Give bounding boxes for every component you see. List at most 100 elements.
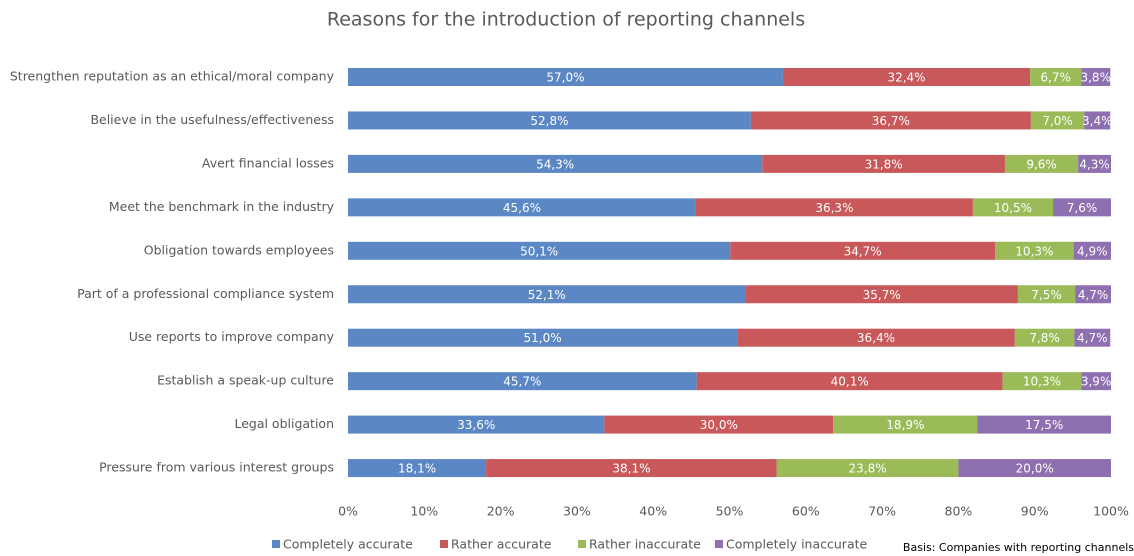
x-tick-label: 20% <box>487 504 515 519</box>
bar-segment <box>762 154 1005 173</box>
x-tick-label: 100% <box>1093 504 1129 519</box>
x-tick-label: 40% <box>639 504 667 519</box>
legend-label: Rather accurate <box>451 537 552 552</box>
data-label: 51,0% <box>524 331 562 345</box>
y-tick-label: Believe in the usefulness/effectiveness <box>90 112 334 127</box>
legend-label: Completely accurate <box>283 537 413 552</box>
chart-title: Reasons for the introduction of reportin… <box>327 9 805 31</box>
bar-segment <box>1073 241 1111 260</box>
y-tick-label: Avert financial losses <box>202 155 334 170</box>
data-label: 45,6% <box>503 201 541 215</box>
x-tick-label: 10% <box>410 504 438 519</box>
bar-segment <box>1081 68 1111 86</box>
data-label: 10,3% <box>1015 244 1053 258</box>
data-label: 3,4% <box>1082 114 1113 128</box>
y-tick-label: Part of a professional compliance system <box>77 286 334 301</box>
data-label: 57,0% <box>546 71 584 85</box>
data-label: 23,8% <box>849 462 887 476</box>
data-label: 10,5% <box>994 201 1032 215</box>
y-tick-label: Establish a speak-up culture <box>157 373 334 388</box>
bar-segment <box>348 415 605 434</box>
bar-segment <box>695 198 973 217</box>
legend-label: Rather inaccurate <box>589 537 701 552</box>
bar-segment <box>1004 154 1079 173</box>
data-label: 18,9% <box>886 418 924 432</box>
data-label: 33,6% <box>457 418 495 432</box>
bar-segment <box>1078 154 1111 173</box>
x-tick-label: 30% <box>563 504 591 519</box>
x-tick-label: 50% <box>716 504 744 519</box>
bar-segment <box>782 68 1031 86</box>
legend-swatch <box>440 540 448 548</box>
bar-segment <box>348 459 487 478</box>
bar-segment <box>348 328 738 347</box>
data-label: 40,1% <box>831 375 869 389</box>
data-label: 7,8% <box>1029 331 1060 345</box>
bar-segment <box>348 198 696 217</box>
y-tick-label: Obligation towards employees <box>144 242 334 257</box>
data-label: 18,1% <box>398 462 436 476</box>
y-tick-label: Use reports to improve company <box>129 329 335 344</box>
bar-segment <box>1084 111 1111 130</box>
data-label: 35,7% <box>863 288 901 302</box>
data-label: 20,0% <box>1016 462 1054 476</box>
data-label: 10,3% <box>1023 375 1061 389</box>
legend-label: Completely inaccurate <box>726 537 868 552</box>
x-tick-label: 80% <box>945 504 973 519</box>
x-tick-label: 90% <box>1021 504 1049 519</box>
bar-segment <box>1030 68 1082 86</box>
legend-swatch <box>715 540 723 548</box>
bar-segment <box>604 415 834 434</box>
bar-segment <box>348 154 763 173</box>
data-label: 38,1% <box>612 462 650 476</box>
bar-segment <box>995 241 1074 260</box>
data-label: 52,8% <box>530 114 568 128</box>
bar-segment <box>348 68 783 86</box>
data-label: 32,4% <box>887 71 925 85</box>
bar-segment <box>833 415 978 434</box>
x-tick-label: 70% <box>868 504 896 519</box>
bar-segment <box>730 241 996 260</box>
y-tick-label: Meet the benchmark in the industry <box>109 199 335 214</box>
data-label: 7,6% <box>1067 201 1098 215</box>
data-label: 3,9% <box>1081 375 1112 389</box>
data-label: 7,5% <box>1031 288 1062 302</box>
bar-segment <box>348 111 751 130</box>
data-label: 17,5% <box>1025 418 1063 432</box>
bar-segment <box>348 372 697 391</box>
bar-segment <box>696 372 1003 391</box>
legend-swatch <box>272 540 280 548</box>
data-label: 30,0% <box>700 418 738 432</box>
y-tick-label: Pressure from various interest groups <box>99 460 334 475</box>
data-label: 4,9% <box>1077 244 1108 258</box>
data-label: 52,1% <box>528 288 566 302</box>
data-label: 50,1% <box>520 244 558 258</box>
data-label: 3,8% <box>1080 71 1111 85</box>
data-label: 4,7% <box>1077 331 1108 345</box>
bar-segment <box>776 459 959 478</box>
bar-segment <box>958 459 1111 478</box>
annotation: Basis: Companies with reporting channels <box>903 541 1134 554</box>
bar-segment <box>1053 198 1111 217</box>
data-label: 54,3% <box>536 157 574 171</box>
x-tick-label: 0% <box>338 504 358 519</box>
bar-segment <box>486 459 777 478</box>
legend-swatch <box>578 540 586 548</box>
data-label: 31,8% <box>865 157 903 171</box>
data-label: 9,6% <box>1026 157 1057 171</box>
bar-segment <box>1017 285 1076 304</box>
bar-segment <box>977 415 1111 434</box>
x-tick-label: 60% <box>792 504 820 519</box>
data-label: 6,7% <box>1040 71 1071 85</box>
bar-segment <box>1075 285 1111 304</box>
bar-segment <box>745 285 1018 304</box>
data-label: 45,7% <box>503 375 541 389</box>
bar-segment <box>972 198 1054 217</box>
bar-segment <box>737 328 1015 347</box>
bar-segment <box>1030 111 1085 130</box>
bar-segment <box>348 285 746 304</box>
bar-segment <box>1081 372 1111 391</box>
y-tick-label: Strengthen reputation as an ethical/mora… <box>10 69 335 84</box>
data-label: 34,7% <box>844 244 882 258</box>
